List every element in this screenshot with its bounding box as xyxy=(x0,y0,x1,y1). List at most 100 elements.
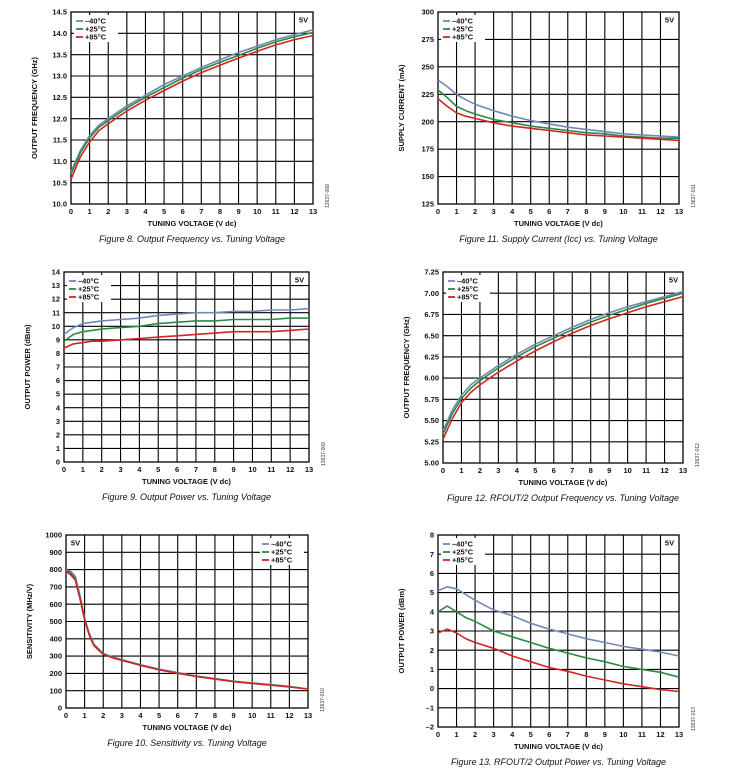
y-tick-label: 9 xyxy=(56,335,60,344)
y-tick-label: 5.25 xyxy=(424,437,439,446)
x-tick-label: 9 xyxy=(603,730,607,739)
series-line-1 xyxy=(63,307,310,336)
x-tick-label: 9 xyxy=(236,207,240,216)
x-tick-label: 11 xyxy=(642,466,650,475)
x-tick-label: 11 xyxy=(267,711,275,720)
note-box xyxy=(663,15,676,25)
y-axis-label: OUTPUT FREQUENCY (GHz) xyxy=(402,316,411,418)
y-tick-label: 1000 xyxy=(45,531,62,540)
figure-code: 13637-012 xyxy=(695,443,701,467)
y-tick-label: 3 xyxy=(56,417,60,426)
legend-entry: –40°C xyxy=(85,17,107,26)
legend-entry: +85°C xyxy=(85,33,107,42)
legend-entry: –40°C xyxy=(78,277,100,286)
y-tick-label: 250 xyxy=(421,62,434,71)
y-tick-label: 1 xyxy=(56,444,60,453)
series-line-2 xyxy=(63,317,309,342)
y-axis-label: SENSITIVITY (MHz/V) xyxy=(25,583,34,659)
x-tick-label: 4 xyxy=(510,730,515,739)
x-tick-label: 12 xyxy=(660,466,668,475)
y-tick-label: 7.00 xyxy=(424,289,439,298)
x-tick-label: 5 xyxy=(533,466,537,475)
figure-caption: Figure 9. Output Power vs. Tuning Voltag… xyxy=(102,492,271,502)
y-tick-label: 0 xyxy=(56,458,60,467)
chart-1: 0 1 2 3 4 5 6 7 8 9 10 11 12 1310.010.511.011.512.012… xyxy=(30,8,331,244)
x-tick-label: 0 xyxy=(441,466,445,475)
x-tick-label: 6 xyxy=(175,465,179,474)
x-tick-label: 10 xyxy=(623,466,631,475)
y-axis-label: OUTPUT POWER (dBm) xyxy=(397,588,406,673)
legend-entry: +25°C xyxy=(457,285,479,294)
legend: –40°C+25°C+85°C xyxy=(441,538,485,565)
x-tick-label: 10 xyxy=(253,207,261,216)
chart-2: 0 1 2 3 4 5 6 7 8 9 10 11 12 1301234567891011121314TU… xyxy=(23,268,327,502)
y-tick-label: 10 xyxy=(52,322,60,331)
legend-entry: –40°C xyxy=(452,540,474,549)
x-tick-label: 4 xyxy=(138,711,143,720)
y-tick-label: 0 xyxy=(430,684,434,693)
x-tick-label: 6 xyxy=(547,207,551,216)
legend-entry: +85°C xyxy=(457,293,479,302)
y-tick-label: 0 xyxy=(58,704,62,713)
x-tick-label: 4 xyxy=(143,207,148,216)
y-tick-label: 200 xyxy=(421,117,434,126)
x-tick-label: 13 xyxy=(305,465,313,474)
note-box xyxy=(69,538,82,548)
supply-note: 5V xyxy=(665,539,674,548)
x-tick-label: 9 xyxy=(607,466,611,475)
y-tick-label: 275 xyxy=(421,35,434,44)
y-tick-label: 5.50 xyxy=(424,416,439,425)
x-axis-label: TUNING VOLTAGE (V dc) xyxy=(514,219,603,228)
x-tick-label: 5 xyxy=(529,207,533,216)
x-tick-label: 7 xyxy=(566,207,570,216)
series-line-1 xyxy=(442,290,684,432)
x-tick-label: 13 xyxy=(679,466,687,475)
supply-note: 5V xyxy=(669,276,678,285)
y-tick-label: 12.0 xyxy=(52,114,67,123)
y-tick-label: 6.25 xyxy=(424,352,439,361)
x-tick-label: 0 xyxy=(69,207,73,216)
x-tick-label: 7 xyxy=(570,466,574,475)
plot-frame xyxy=(63,271,310,463)
x-tick-label: 3 xyxy=(120,711,124,720)
y-tick-label: 11.5 xyxy=(53,136,67,145)
x-tick-label: 6 xyxy=(176,711,180,720)
x-axis-label: TUNING VOLTAGE (V dc) xyxy=(148,219,237,228)
supply-note: 5V xyxy=(295,276,304,285)
grid-lines xyxy=(443,272,683,463)
x-tick-label: 3 xyxy=(492,207,496,216)
y-tick-label: 14.5 xyxy=(52,8,67,17)
note-box xyxy=(667,275,680,285)
y-tick-label: 10.5 xyxy=(52,178,67,187)
x-tick-label: 10 xyxy=(248,465,256,474)
x-tick-label: 3 xyxy=(496,466,500,475)
x-tick-label: 11 xyxy=(638,207,646,216)
figure-caption: Figure 10. Sensitivity vs. Tuning Voltag… xyxy=(107,738,267,748)
y-axis-label: OUTPUT FREQUENCY (GHz) xyxy=(30,57,39,159)
y-tick-label: 4 xyxy=(430,607,435,616)
legend-entry: +25°C xyxy=(85,25,107,34)
figure-caption: Figure 8. Output Frequency vs. Tuning Vo… xyxy=(99,234,285,244)
x-tick-label: 3 xyxy=(125,207,129,216)
x-tick-label: 5 xyxy=(156,465,160,474)
y-tick-label: 400 xyxy=(49,634,62,643)
y-tick-label: 11 xyxy=(52,308,60,317)
y-tick-label: –2 xyxy=(426,723,434,732)
x-tick-label: 12 xyxy=(656,207,664,216)
x-tick-label: 2 xyxy=(473,730,477,739)
plot-frame xyxy=(437,11,680,205)
x-tick-label: 6 xyxy=(552,466,556,475)
x-tick-label: 11 xyxy=(638,730,646,739)
series-line-2 xyxy=(70,31,314,175)
x-tick-label: 2 xyxy=(101,711,105,720)
y-tick-label: 125 xyxy=(421,200,434,209)
chart-4: 0 1 2 3 4 5 6 7 8 9 10 11 12 131251501752002252502753… xyxy=(397,8,697,244)
x-tick-label: 8 xyxy=(584,730,588,739)
y-tick-label: 175 xyxy=(421,145,434,154)
figure-code: 13637-010 xyxy=(320,688,326,712)
plot-frame xyxy=(437,534,680,728)
x-axis-label: TUNING VOLTAGE (V dc) xyxy=(142,477,231,486)
x-tick-label: 10 xyxy=(248,711,256,720)
y-tick-label: 6.50 xyxy=(424,331,439,340)
